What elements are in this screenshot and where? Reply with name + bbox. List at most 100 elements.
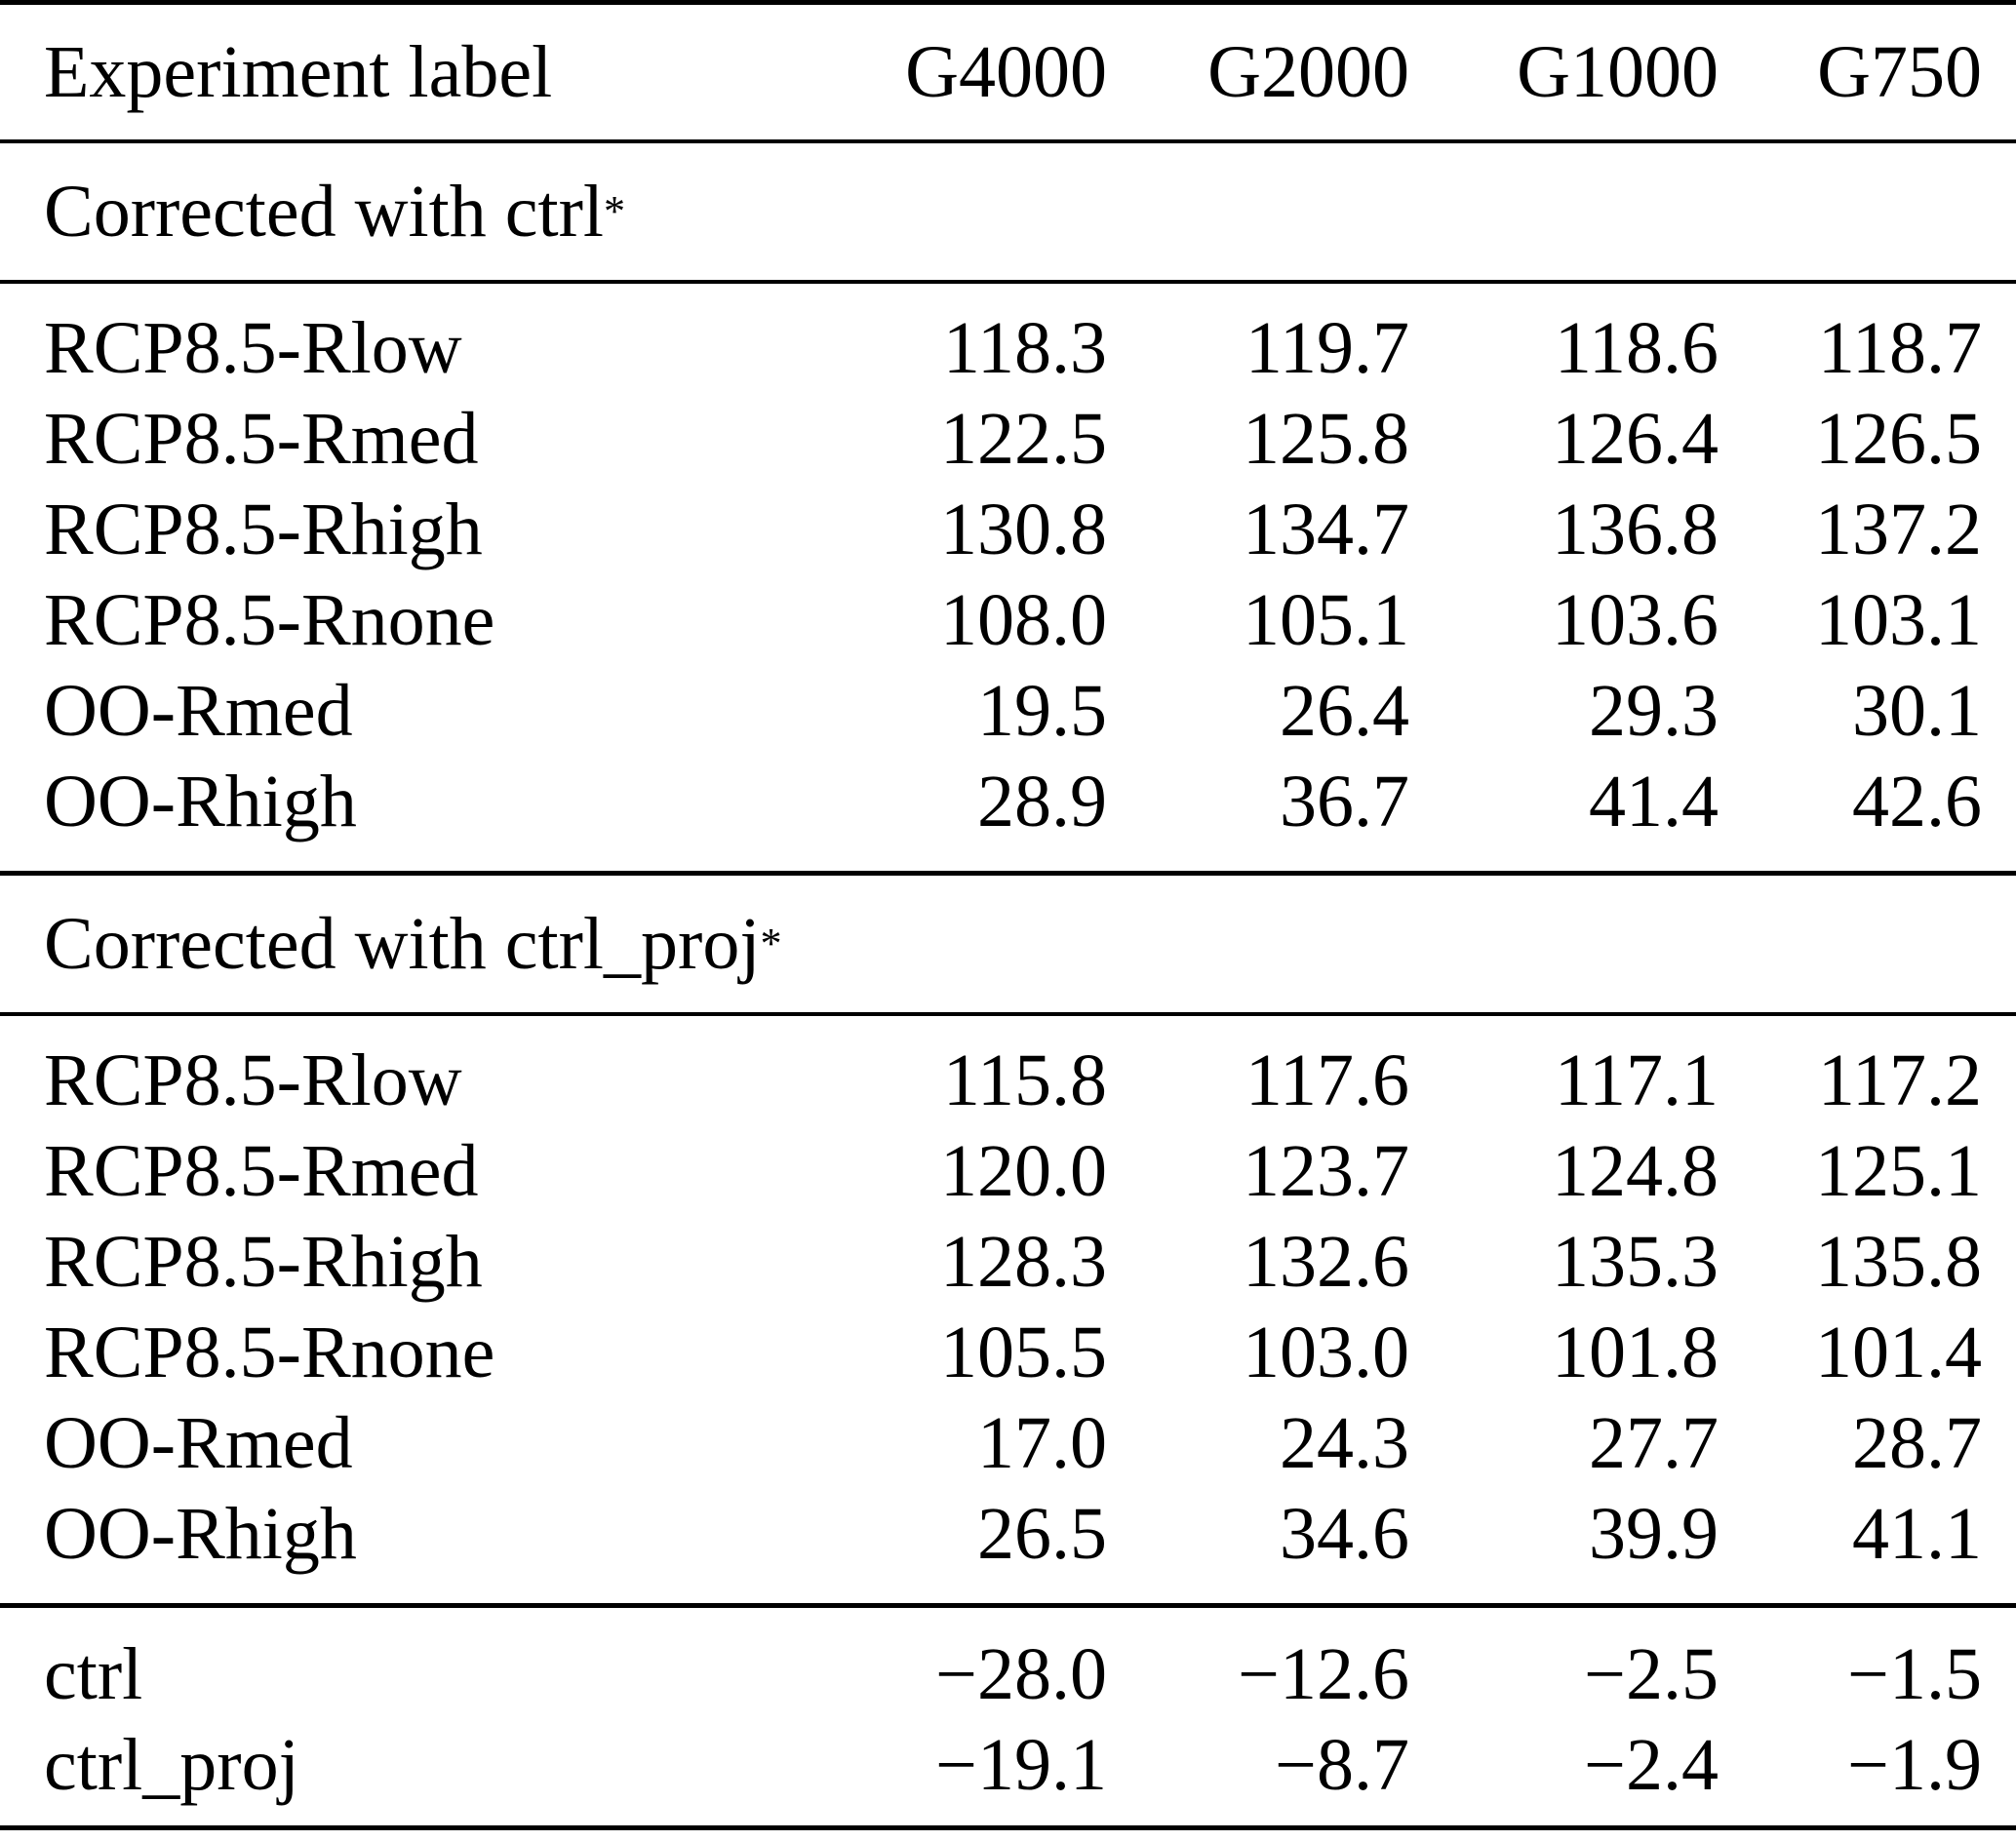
value-cell: −28.0: [935, 1633, 1107, 1715]
value-cell: 119.7: [1245, 307, 1409, 389]
value-cell: 135.3: [1552, 1221, 1719, 1303]
table-row: RCP8.5-Rmed 122.5 125.8 126.4 126.5: [0, 394, 2016, 485]
value-cell: 137.2: [1815, 489, 1982, 570]
table-row: RCP8.5-Rlow 118.3 119.7 118.6 118.7: [0, 303, 2016, 394]
value-cell: 132.6: [1243, 1221, 1409, 1303]
value-cell: 136.8: [1552, 489, 1719, 570]
row-label: RCP8.5-Rmed: [44, 398, 479, 480]
table-row: RCP8.5-Rhigh 128.3 132.6 135.3 135.8: [0, 1217, 2016, 1308]
value-cell: 118.7: [1817, 307, 1982, 389]
value-cell: −1.5: [1847, 1633, 1982, 1715]
row-label: RCP8.5-Rnone: [44, 1312, 495, 1393]
value-cell: 26.4: [1280, 670, 1409, 752]
control-rows: ctrl −28.0 −12.6 −2.5 −1.5 ctrl_proj −19…: [0, 1608, 2016, 1825]
value-cell: −2.5: [1584, 1633, 1719, 1715]
table-row: RCP8.5-Rnone 108.0 105.1 103.6 103.1: [0, 575, 2016, 666]
row-label: ctrl: [44, 1633, 143, 1715]
table-top-rule: [0, 0, 2016, 5]
section-header-corrected-with-ctrl: Corrected with ctrl *: [44, 170, 626, 253]
column-header-g750: G750: [1817, 30, 1982, 113]
value-cell: 27.7: [1589, 1402, 1719, 1484]
header-divider-rule: [0, 139, 2016, 143]
value-cell: 101.8: [1552, 1312, 1719, 1393]
value-cell: 118.6: [1554, 307, 1719, 389]
value-cell: 125.1: [1815, 1130, 1982, 1212]
table-row: RCP8.5-Rmed 120.0 123.7 124.8 125.1: [0, 1126, 2016, 1217]
section-title-text: Corrected with ctrl: [44, 170, 605, 253]
row-label: OO-Rhigh: [44, 1493, 357, 1575]
table-header-row: Experiment label G4000 G2000 G1000 G750: [0, 5, 2016, 139]
value-cell: −2.4: [1584, 1724, 1719, 1806]
value-cell: 36.7: [1280, 761, 1409, 842]
row-label: RCP8.5-Rnone: [44, 579, 495, 661]
row-label: ctrl_proj: [44, 1724, 299, 1806]
row-label: OO-Rhigh: [44, 761, 357, 842]
value-cell: 117.1: [1554, 1039, 1719, 1121]
row-label: RCP8.5-Rhigh: [44, 489, 483, 570]
value-cell: −1.9: [1847, 1724, 1982, 1806]
column-header-experiment-label: Experiment label: [44, 30, 553, 113]
row-label: OO-Rmed: [44, 1402, 353, 1484]
value-cell: 115.8: [942, 1039, 1107, 1121]
value-cell: 24.3: [1280, 1402, 1409, 1484]
table-row: RCP8.5-Rlow 115.8 117.6 117.1 117.2: [0, 1036, 2016, 1126]
table-row: OO-Rhigh 28.9 36.7 41.4 42.6: [0, 757, 2016, 847]
section-header-corrected-with-ctrl-proj: Corrected with ctrl_proj *: [44, 902, 782, 985]
row-label: RCP8.5-Rmed: [44, 1130, 479, 1212]
table-row: ctrl −28.0 −12.6 −2.5 −1.5: [0, 1629, 2016, 1720]
table-row: RCP8.5-Rhigh 130.8 134.7 136.8 137.2: [0, 485, 2016, 575]
table-row: ctrl_proj −19.1 −8.7 −2.4 −1.9: [0, 1720, 2016, 1811]
column-header-g1000: G1000: [1517, 30, 1719, 113]
section-divider-rule: [0, 280, 2016, 284]
value-cell: 42.6: [1852, 761, 1982, 842]
table-row: OO-Rmed 19.5 26.4 29.3 30.1: [0, 666, 2016, 757]
column-header-g2000: G2000: [1207, 30, 1409, 113]
section-separator-rule: [0, 871, 2016, 876]
section-1-rows: RCP8.5-Rlow 118.3 119.7 118.6 118.7 RCP8…: [0, 284, 2016, 871]
value-cell: 19.5: [977, 670, 1107, 752]
value-cell: 41.4: [1589, 761, 1719, 842]
row-label: OO-Rmed: [44, 670, 353, 752]
value-cell: 108.0: [940, 579, 1107, 661]
value-cell: 134.7: [1243, 489, 1409, 570]
section-title-text: Corrected with ctrl_proj: [44, 902, 761, 985]
value-cell: 103.0: [1243, 1312, 1409, 1393]
value-cell: 41.1: [1852, 1493, 1982, 1575]
value-cell: 29.3: [1589, 670, 1719, 752]
value-cell: 117.6: [1245, 1039, 1409, 1121]
row-label: RCP8.5-Rlow: [44, 1039, 462, 1121]
value-cell: 28.9: [977, 761, 1107, 842]
value-cell: 125.8: [1243, 398, 1409, 480]
value-cell: 34.6: [1280, 1493, 1409, 1575]
value-cell: 120.0: [940, 1130, 1107, 1212]
value-cell: 28.7: [1852, 1402, 1982, 1484]
value-cell: 118.3: [942, 307, 1107, 389]
table-row: OO-Rmed 17.0 24.3 27.7 28.7: [0, 1398, 2016, 1489]
value-cell: 103.1: [1815, 579, 1982, 661]
value-cell: 30.1: [1852, 670, 1982, 752]
section-divider-rule: [0, 1012, 2016, 1016]
column-header-g4000: G4000: [905, 30, 1107, 113]
value-cell: −19.1: [935, 1724, 1107, 1806]
value-cell: 126.4: [1552, 398, 1719, 480]
value-cell: 128.3: [940, 1221, 1107, 1303]
value-cell: 126.5: [1815, 398, 1982, 480]
row-label: RCP8.5-Rlow: [44, 307, 462, 389]
value-cell: 117.2: [1817, 1039, 1982, 1121]
value-cell: 105.5: [940, 1312, 1107, 1393]
value-cell: 101.4: [1815, 1312, 1982, 1393]
value-cell: 122.5: [940, 398, 1107, 480]
value-cell: 17.0: [977, 1402, 1107, 1484]
value-cell: 103.6: [1552, 579, 1719, 661]
value-cell: 130.8: [940, 489, 1107, 570]
section-separator-rule: [0, 1603, 2016, 1608]
row-label: RCP8.5-Rhigh: [44, 1221, 483, 1303]
table-row: RCP8.5-Rnone 105.5 103.0 101.8 101.4: [0, 1308, 2016, 1398]
value-cell: −12.6: [1238, 1633, 1409, 1715]
section-2-rows: RCP8.5-Rlow 115.8 117.6 117.1 117.2 RCP8…: [0, 1016, 2016, 1603]
table-row: OO-Rhigh 26.5 34.6 39.9 41.1: [0, 1489, 2016, 1580]
value-cell: 124.8: [1552, 1130, 1719, 1212]
value-cell: −8.7: [1275, 1724, 1409, 1806]
